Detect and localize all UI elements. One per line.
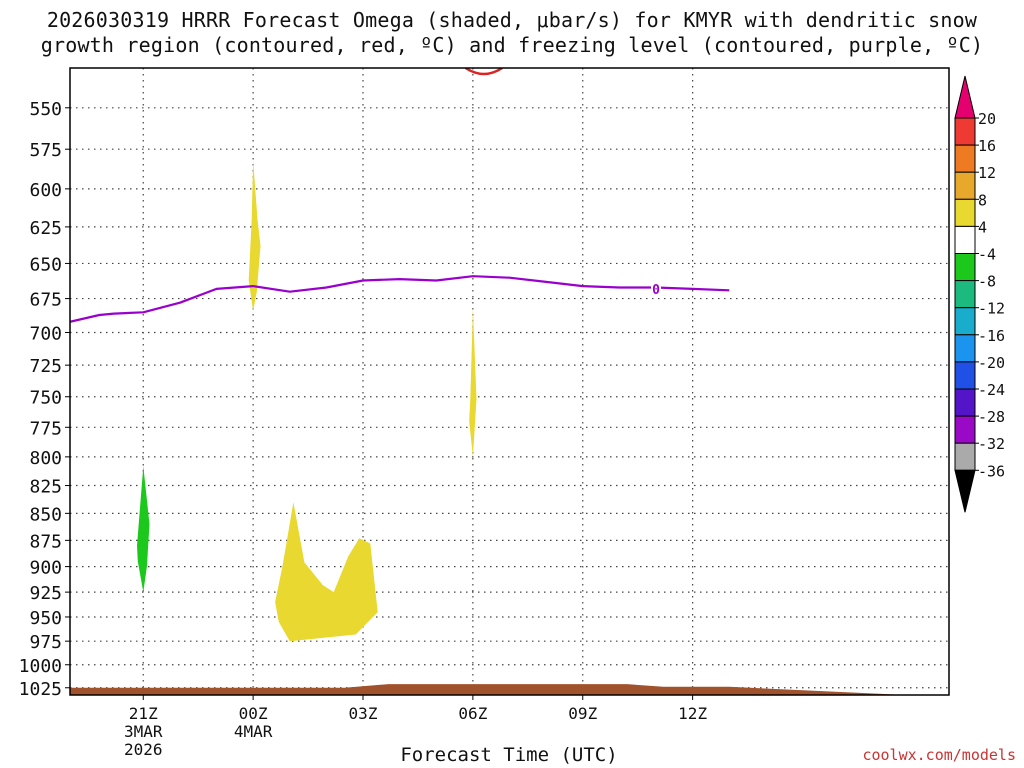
colorbar-segment-6 xyxy=(954,280,976,309)
plot-background xyxy=(70,68,949,695)
y-tick-label-675: 675 xyxy=(29,290,62,311)
y-tick-label-825: 825 xyxy=(29,477,62,498)
x-axis-label: Forecast Time (UTC) xyxy=(400,744,618,766)
y-tick-label-725: 725 xyxy=(29,356,62,377)
plot-area: 0 xyxy=(70,68,949,695)
y-tick-label-1025: 1025 xyxy=(19,679,62,700)
colorbar-label-12: -32 xyxy=(978,435,1005,453)
y-tick-label-925: 925 xyxy=(29,583,62,604)
y-tick-label-700: 700 xyxy=(29,323,62,344)
freezing-level-label-bg xyxy=(651,280,661,295)
x-tick-label-03Z: 03Z xyxy=(349,704,378,723)
x-tick-sublabel-00Z-0: 4MAR xyxy=(234,722,273,741)
colorbar-label-6: -8 xyxy=(978,273,996,291)
colorbar-label-0: 20 xyxy=(978,110,996,128)
x-tick-label-21Z: 21Z xyxy=(129,704,158,723)
y-tick-label-575: 575 xyxy=(29,140,62,161)
y-tick-label-625: 625 xyxy=(29,218,62,239)
y-tick-label-800: 800 xyxy=(29,448,62,469)
y-tick-label-900: 900 xyxy=(29,558,62,579)
x-tick-label-12Z: 12Z xyxy=(678,704,707,723)
x-tick-sublabel-21Z-0: 3MAR xyxy=(124,722,163,741)
colorbar-label-8: -16 xyxy=(978,327,1005,345)
ground-below-surface xyxy=(70,684,906,695)
omega-region-upward-4to8-00z xyxy=(248,160,261,311)
colorbar-segment-10 xyxy=(954,388,976,417)
y-tick-label-750: 750 xyxy=(29,388,62,409)
colorbar-label-7: -12 xyxy=(978,300,1005,318)
colorbar-segment-9 xyxy=(954,361,976,390)
colorbar-segment-7 xyxy=(954,307,976,336)
y-tick-label-975: 975 xyxy=(29,632,62,653)
colorbar-label-11: -28 xyxy=(978,408,1005,426)
x-tick-sublabel-21Z-1: 2026 xyxy=(124,740,163,759)
colorbar-segment-5 xyxy=(954,253,976,282)
y-tick-label-600: 600 xyxy=(29,180,62,201)
y-tick-label-875: 875 xyxy=(29,531,62,552)
colorbar-segment-0 xyxy=(954,117,976,146)
omega-region-downward-minus4to8-21z xyxy=(137,466,150,593)
omega-region-upward-4to8-lower xyxy=(275,502,378,642)
chart-title-line-2: growth region (contoured, red, ºC) and f… xyxy=(40,33,984,57)
source-credit: coolwx.com/models xyxy=(862,746,1016,764)
freezing-level-label: 0 xyxy=(652,283,660,298)
omega-region-upward-4to8-06z xyxy=(469,308,477,457)
x-tick-label-09Z: 09Z xyxy=(568,704,597,723)
colorbar-bottom-arrow xyxy=(954,469,976,513)
colorbar-label-2: 12 xyxy=(978,164,996,182)
colorbar-label-1: 16 xyxy=(978,137,996,155)
colorbar-label-5: -4 xyxy=(978,246,996,264)
colorbar-label-10: -24 xyxy=(978,381,1005,399)
dgz-contour xyxy=(464,68,503,76)
colorbar-segment-1 xyxy=(954,144,976,173)
y-tick-label-550: 550 xyxy=(29,99,62,120)
plot-frame xyxy=(69,67,950,696)
colorbar-segment-11 xyxy=(954,415,976,444)
y-tick-label-1000: 1000 xyxy=(19,656,62,677)
colorbar-label-9: -20 xyxy=(978,354,1005,372)
freezing-level-contour xyxy=(70,275,730,323)
y-tick-label-650: 650 xyxy=(29,254,62,275)
x-tick-label-06Z: 06Z xyxy=(458,704,487,723)
colorbar-segment-12 xyxy=(954,442,976,471)
colorbar-segment-3 xyxy=(954,198,976,227)
colorbar-label-13: -36 xyxy=(978,462,1005,480)
colorbar-label-4: 4 xyxy=(978,218,987,236)
y-tick-label-850: 850 xyxy=(29,504,62,525)
colorbar-segment-2 xyxy=(954,171,976,200)
colorbar-top-arrow xyxy=(954,75,976,119)
x-tick-label-00Z: 00Z xyxy=(239,704,268,723)
y-tick-label-775: 775 xyxy=(29,418,62,439)
colorbar-label-3: 8 xyxy=(978,191,987,209)
colorbar-segment-8 xyxy=(954,334,976,363)
chart-title-line-1: 2026030319 HRRR Forecast Omega (shaded, … xyxy=(46,8,978,32)
y-tick-label-950: 950 xyxy=(29,608,62,629)
colorbar-segment-4 xyxy=(954,225,976,254)
